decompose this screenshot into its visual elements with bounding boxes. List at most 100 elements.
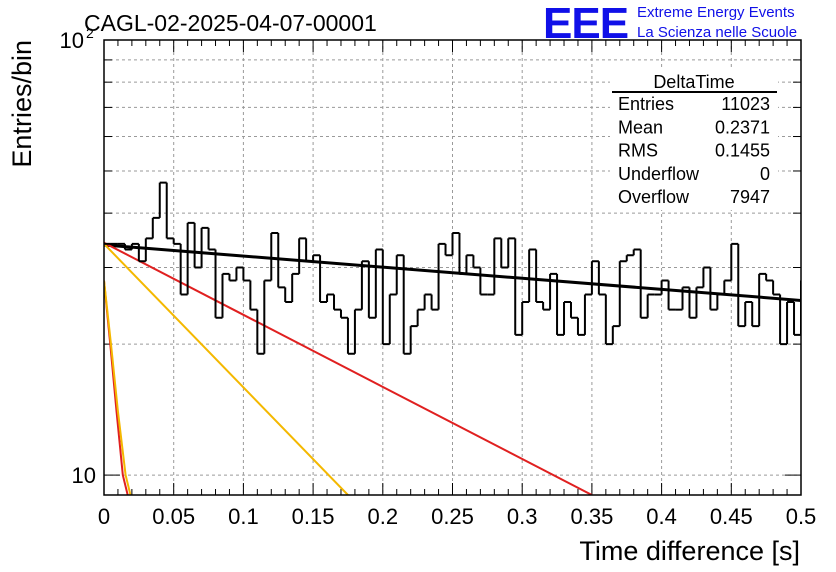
histogram-bin	[319, 255, 328, 303]
histogram-bin	[200, 226, 209, 268]
histogram-bin	[151, 216, 160, 239]
histogram-bin	[744, 300, 753, 327]
histogram-bin	[353, 308, 362, 354]
histogram-bin	[270, 232, 279, 281]
histogram-bin	[381, 249, 390, 346]
logo-line-2: La Scienza nelle Scuole	[637, 24, 798, 41]
histogram-bin	[786, 300, 795, 345]
histogram-bin	[172, 238, 181, 245]
x-tick-label: 0.15	[292, 504, 335, 529]
histogram-bin	[249, 280, 258, 311]
histogram-bin	[772, 280, 781, 296]
histogram-bin	[326, 293, 335, 302]
histogram-bin	[339, 309, 348, 319]
histogram-bin	[793, 301, 801, 336]
histogram-bin	[507, 237, 516, 268]
stats-label: Entries	[618, 94, 674, 114]
x-tick-label: 0.05	[152, 504, 195, 529]
histogram-bin	[228, 273, 237, 282]
x-tick-label: 0.45	[710, 504, 753, 529]
histogram-bin	[437, 242, 446, 310]
histogram-bin	[158, 181, 167, 218]
histogram-bin	[298, 237, 307, 274]
histogram-bin	[130, 242, 139, 250]
histogram-bin	[493, 237, 502, 295]
histogram-bin	[815, 310, 822, 318]
histogram-bin	[576, 317, 585, 336]
histogram-bin	[430, 294, 439, 311]
histogram-bin	[758, 272, 767, 327]
histogram-bin	[521, 300, 530, 335]
histogram-bin	[214, 249, 223, 319]
histogram-bin	[723, 279, 732, 295]
histogram-bin	[695, 286, 704, 318]
histogram-bin	[646, 293, 655, 318]
histogram-bin	[305, 238, 314, 263]
stats-title: DeltaTime	[653, 72, 734, 92]
histogram-bin	[284, 287, 293, 303]
y-tick-label: 10	[72, 463, 96, 488]
histogram-bin	[242, 267, 251, 282]
histogram-bin	[528, 248, 537, 302]
histogram-bin	[374, 248, 383, 318]
histogram-bin	[822, 295, 829, 310]
histogram-bin	[416, 308, 425, 327]
histogram-bin	[779, 294, 788, 346]
histogram-bin	[681, 286, 690, 310]
histogram-bin	[688, 287, 697, 319]
histogram-bin	[179, 243, 188, 296]
histogram-bin	[186, 221, 195, 295]
stats-value: 0	[760, 164, 770, 184]
histogram-bin	[346, 317, 355, 355]
x-axis-label: Time difference [s]	[579, 536, 800, 566]
histogram-bin	[716, 293, 725, 310]
histogram-bin	[444, 243, 453, 257]
stats-label: Overflow	[618, 187, 690, 207]
histogram-bin	[360, 260, 369, 310]
plot-area	[104, 181, 836, 495]
histogram-bin	[123, 243, 132, 251]
histogram-bin	[604, 294, 613, 346]
histogram-bin	[808, 281, 815, 318]
y-axis-label: Entries/bin	[7, 40, 37, 168]
stats-value: 0.1455	[715, 141, 770, 161]
histogram-bin	[625, 254, 634, 262]
histogram-bin	[423, 293, 432, 310]
stats-label: Mean	[618, 117, 663, 137]
histogram-bin	[367, 261, 376, 319]
chart-title: CAGL-02-2025-04-07-00001	[84, 10, 377, 36]
histogram-bin	[472, 255, 481, 269]
histogram-bin	[479, 267, 488, 296]
fit-line	[104, 241, 593, 495]
logo-line-1: Extreme Energy Events	[637, 4, 795, 21]
histogram-bin	[583, 293, 592, 335]
histogram-bin	[312, 254, 321, 262]
histogram-bin	[256, 309, 265, 355]
fit-line	[104, 280, 132, 495]
histogram-bin	[549, 272, 558, 310]
histogram-bin	[221, 272, 230, 318]
histogram-bin	[207, 227, 216, 251]
histogram-bin	[730, 242, 739, 281]
histogram-bin	[514, 238, 523, 336]
x-tick-label: 0.35	[570, 504, 613, 529]
y-tick-exponent: 2	[86, 25, 94, 41]
histogram-bin	[395, 254, 404, 295]
histogram-bin	[388, 293, 397, 345]
histogram-bin	[569, 301, 578, 319]
histogram-bin	[632, 248, 641, 256]
x-tick-label: 0.5	[786, 504, 817, 529]
histogram-bin	[597, 261, 606, 296]
histogram-bin	[751, 301, 760, 328]
histogram-bin	[800, 279, 801, 335]
histogram-bin	[667, 280, 676, 311]
x-tick-label: 0.3	[507, 504, 538, 529]
histogram-bin	[144, 237, 153, 262]
stats-label: RMS	[618, 141, 658, 161]
stats-label: Underflow	[618, 164, 700, 184]
histogram-bin	[165, 182, 174, 240]
histogram-bin	[639, 249, 648, 319]
histogram-bin	[829, 295, 836, 345]
histogram-bin	[737, 243, 746, 328]
